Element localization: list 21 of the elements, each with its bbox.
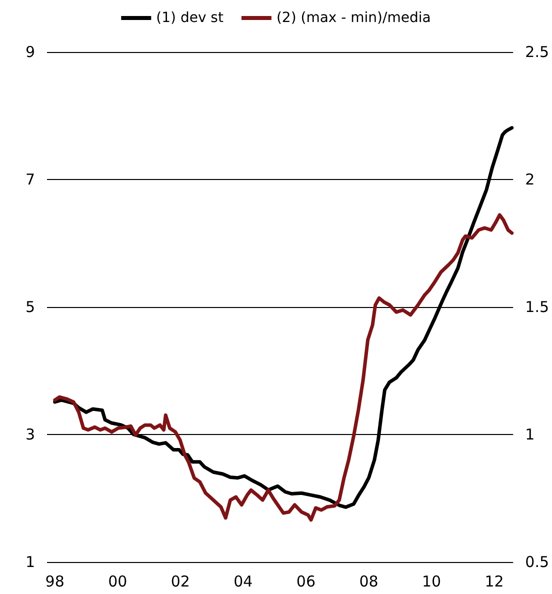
- y2-tick-label: 2: [525, 170, 535, 188]
- y-tick-label: 9: [25, 43, 35, 61]
- y2-tick-label: 1.5: [525, 298, 550, 316]
- y-tick-label: 3: [25, 426, 35, 444]
- legend-label: (2) (max - min)/media: [276, 10, 431, 26]
- y-tick-label: 1: [25, 553, 35, 571]
- legend-label: (1) dev st: [156, 10, 224, 26]
- x-tick-label: 04: [234, 572, 253, 590]
- x-tick-label: 08: [359, 572, 378, 590]
- y-tick-label: 7: [25, 170, 35, 188]
- y-tick-label: 5: [25, 298, 35, 316]
- x-tick-label: 06: [296, 572, 316, 590]
- x-tick-label: 98: [45, 572, 64, 590]
- x-tick-label: 12: [484, 572, 504, 590]
- y2-tick-label: 0.5: [525, 553, 550, 571]
- y2-tick-label: 2.5: [525, 43, 550, 61]
- x-tick-label: 00: [108, 572, 128, 590]
- x-tick-label: 02: [170, 572, 190, 590]
- y2-tick-label: 1: [525, 426, 535, 444]
- x-tick-label: 10: [422, 572, 442, 590]
- line-series: [53, 213, 514, 522]
